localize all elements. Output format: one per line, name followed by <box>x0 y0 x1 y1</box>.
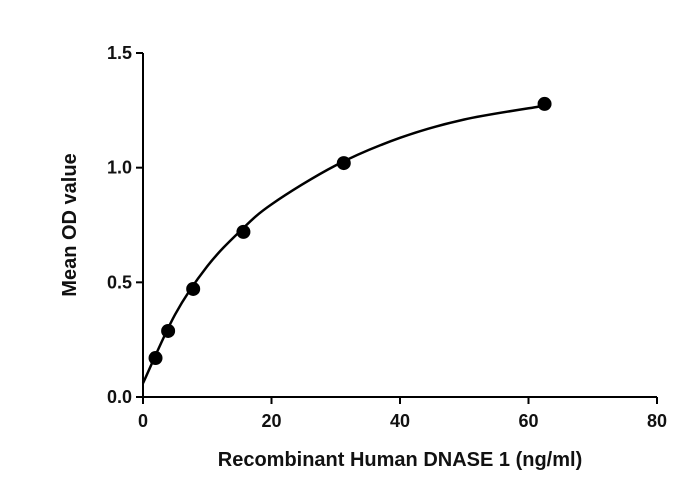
data-point <box>537 96 552 111</box>
data-point <box>148 351 163 366</box>
fit-curve <box>141 104 545 384</box>
x-axis-title: Recombinant Human DNASE 1 (ng/ml) <box>218 449 582 471</box>
x-tick-label: 20 <box>261 411 281 431</box>
x-tick-label: 0 <box>138 411 148 431</box>
y-tick-label: 0.5 <box>107 272 132 292</box>
x-tick-label: 40 <box>390 411 410 431</box>
x-tick-label: 80 <box>647 411 667 431</box>
y-tick-label: 1.0 <box>107 158 132 178</box>
y-tick-label: 0.0 <box>107 387 132 407</box>
y-tick-label: 1.5 <box>107 43 132 63</box>
x-tick-label: 60 <box>518 411 538 431</box>
y-axis-title: Mean OD value <box>59 153 81 296</box>
data-point <box>336 156 351 171</box>
data-point <box>236 224 251 239</box>
data-point <box>186 281 201 296</box>
data-point <box>161 323 176 338</box>
